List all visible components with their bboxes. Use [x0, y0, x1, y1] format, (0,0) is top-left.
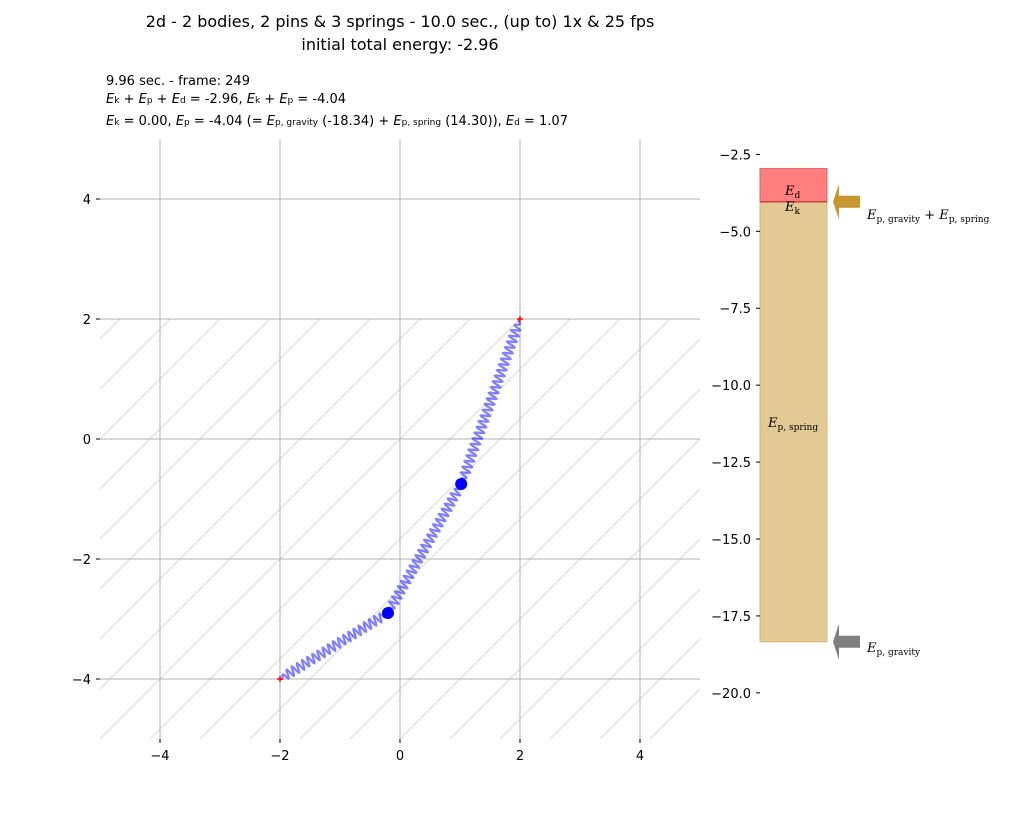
- wall-hatch: [0, 318, 700, 739]
- gravity-plus-spring-arrow-label: Ep, gravity + Ep, spring: [866, 208, 990, 225]
- y-tick-label: 0: [83, 433, 91, 448]
- gravity-arrow-label: Ep, gravity: [866, 641, 921, 658]
- grav-value: (-18.34) +: [318, 114, 394, 129]
- spring-value: (14.30)),: [441, 114, 506, 129]
- hatch-line: [399, 438, 700, 739]
- hatch-line: [649, 688, 700, 739]
- energy-bar: [759, 168, 860, 660]
- hatch-line: [100, 318, 421, 640]
- energy-kp-value: = -4.04: [293, 92, 347, 107]
- plot-grid: [100, 139, 700, 739]
- energy-sum-label: Ek + Ep + Ed = -2.96, Ek + Ep = -4.04: [106, 92, 347, 107]
- energy-breakdown-label: Ek = 0.00, Ep = -4.04 (= Ep, gravity (-1…: [106, 114, 568, 129]
- energy-arrow: [833, 623, 860, 660]
- hatch-line: [249, 318, 671, 739]
- y-tick-label: 4: [83, 193, 91, 208]
- chart-title: 2d - 2 bodies, 2 pins & 3 springs - 10.0…: [145, 12, 655, 31]
- hatch-line: [100, 318, 271, 490]
- energy-tick-label: −10.0: [711, 379, 751, 394]
- x-tick-label: 0: [396, 749, 404, 764]
- hatch-line: [100, 318, 521, 739]
- body-marker: [382, 607, 394, 619]
- energy-tick-label: −5.0: [719, 225, 751, 240]
- ep-value: = -4.04 (=: [189, 114, 267, 129]
- pin-marker: [517, 316, 523, 322]
- chart-subtitle: initial total energy: -2.96: [301, 35, 499, 54]
- energy-tick-label: −2.5: [719, 148, 751, 163]
- energy-segment: [759, 168, 828, 203]
- hatch-line: [299, 338, 700, 739]
- ek-value: = 0.00,: [119, 114, 176, 129]
- energy-tick-label: −20.0: [711, 687, 751, 702]
- x-tick-label: 4: [636, 749, 644, 764]
- hatch-line: [149, 318, 571, 739]
- hatch-line: [100, 318, 121, 340]
- energy-sum-value: = -2.96,: [185, 92, 247, 107]
- x-tick-label: −2: [270, 749, 289, 764]
- hatch-line: [100, 318, 221, 440]
- hatch-line: [100, 318, 471, 690]
- y-tick-label: 2: [83, 313, 91, 328]
- body-marker: [455, 478, 468, 490]
- spring-coil: [279, 611, 389, 681]
- energy-tick-label: −17.5: [711, 610, 751, 625]
- energy-tick-label: −7.5: [719, 302, 751, 317]
- y-tick-label: −4: [72, 673, 91, 688]
- x-tick-label: −4: [150, 749, 169, 764]
- hatch-line: [100, 318, 371, 590]
- energy-tick-label: −15.0: [711, 533, 751, 548]
- y-tick-label: −2: [72, 553, 91, 568]
- hatch-line: [199, 318, 621, 739]
- bodies-and-pins: [277, 316, 523, 682]
- hatch-line: [100, 318, 321, 540]
- energy-tick-label: −12.5: [711, 456, 751, 471]
- main-axis-ticks: −4 −2 0 2 4 4 2 0 −2 −4: [72, 193, 644, 764]
- x-tick-label: 2: [516, 749, 524, 764]
- hatch-line: [0, 319, 70, 739]
- hatch-line: [499, 538, 700, 739]
- hatch-line: [549, 588, 700, 739]
- time-frame-label: 9.96 sec. - frame: 249: [106, 74, 250, 89]
- hatch-line: [0, 319, 20, 739]
- energy-segment: [759, 201, 828, 643]
- spring-coil: [387, 483, 463, 614]
- hatch-line: [599, 638, 700, 739]
- springs: [279, 318, 522, 681]
- spring-coil: [459, 318, 522, 485]
- energy-arrow: [833, 183, 860, 220]
- pin-marker: [277, 676, 283, 682]
- energy-axis-ticks: −2.5 −5.0 −7.5 −10.0 −12.5 −15.0 −17.5 −20.0: [711, 148, 760, 702]
- ed-value: = 1.07: [519, 114, 568, 129]
- hatch-line: [349, 388, 700, 739]
